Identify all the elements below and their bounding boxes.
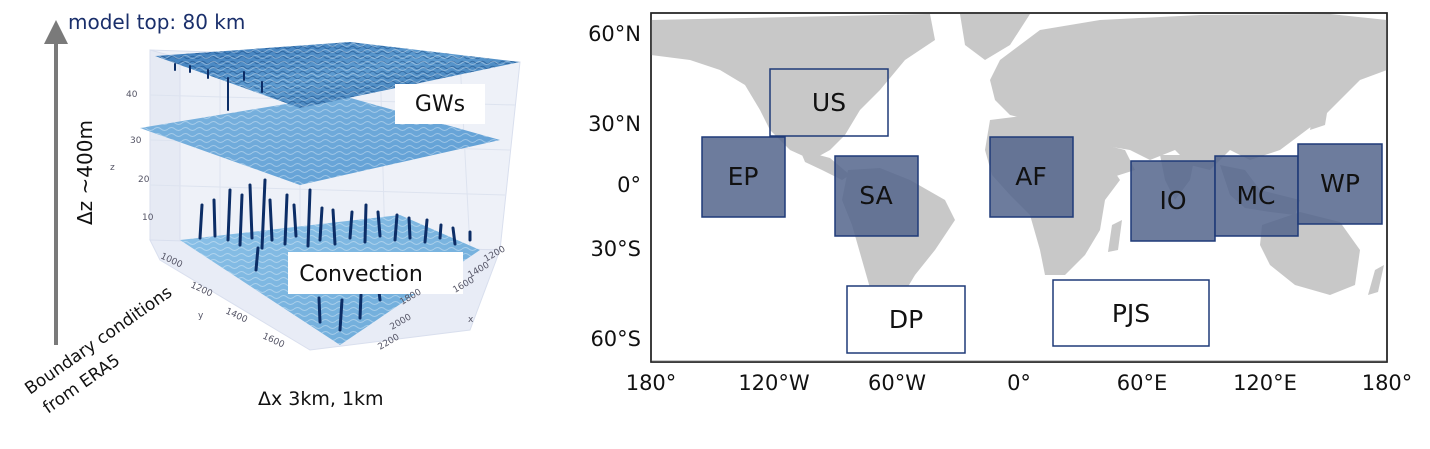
lat-tick: 0° [617,173,641,197]
lon-tick: 120°E [1233,371,1297,395]
region-pjs-box [1052,279,1210,347]
lon-tick: 180° [1362,371,1413,395]
convection-label-box [288,252,463,294]
new-zealand [1368,265,1384,295]
model-top-label: model top: 80 km [68,10,245,34]
region-us-box [769,68,889,137]
convection-label: Convection [299,262,423,287]
z-axis: 40 30 20 10 z [110,90,154,223]
eurasia [990,14,1387,170]
lon-tick: 60°E [1117,371,1168,395]
region-mc-box [1214,155,1299,237]
region-mc-label: MC [1236,181,1275,210]
left-3d-panel: GWs Convection 40 30 20 10 z 1000 1200 1… [21,10,521,418]
lat-tick: 60°N [588,22,641,46]
madagascar [1108,220,1122,252]
lon-axis: 180° 120°W 60°W 0° 60°E 120°E 180° [626,371,1413,395]
map-border [650,12,1388,363]
lat-tick: 30°S [590,237,641,261]
region-af-box [989,136,1074,218]
lon-tick: 180° [626,371,677,395]
dx-label: Δx 3km, 1km [258,388,384,410]
region-af-label: AF [1015,162,1046,191]
japan [1310,95,1330,130]
lat-axis: 60°N 30°N 0° 30°S 60°S [588,22,641,351]
lat-tick: 30°N [588,112,641,136]
gw-layer [155,42,520,111]
gws-label-box [395,84,485,124]
gws-label: GWs [415,92,465,117]
lon-tick: 60°W [868,371,926,395]
greenland [960,14,1030,60]
region-ep-label: EP [728,162,759,191]
x-axis-title: x [468,315,474,325]
z-axis-title: z [110,163,115,173]
z-tick: 20 [138,175,150,185]
y-tick: 1600 [261,332,286,351]
y-axis-title: y [198,311,204,321]
region-io-label: IO [1159,186,1186,215]
z-tick: 30 [130,136,142,146]
vertical-arrow [44,20,68,345]
region-io-box [1130,160,1216,242]
region-sa-box [834,155,919,237]
z-tick: 10 [142,213,154,223]
lon-tick: 120°W [738,371,810,395]
lon-tick: 0° [1007,371,1031,395]
region-sa-label: SA [859,181,892,210]
region-us-label: US [812,88,846,117]
z-tick: 40 [126,90,138,100]
north-america [651,14,935,160]
arabia [1085,140,1135,178]
region-pjs-label: PJS [1112,299,1150,328]
regions: US EP SA AF IO MC WP DP PJS [701,68,1383,354]
region-ep-box [701,136,786,218]
lat-tick: 60°S [590,327,641,351]
region-dp-label: DP [889,305,923,334]
region-dp-box [846,285,966,354]
map-panel: US EP SA AF IO MC WP DP PJS 60°N 30°N 0° [588,12,1413,395]
region-wp-label: WP [1320,169,1360,198]
region-wp-box [1297,143,1383,225]
dz-label: Δz ~400m [73,120,97,225]
